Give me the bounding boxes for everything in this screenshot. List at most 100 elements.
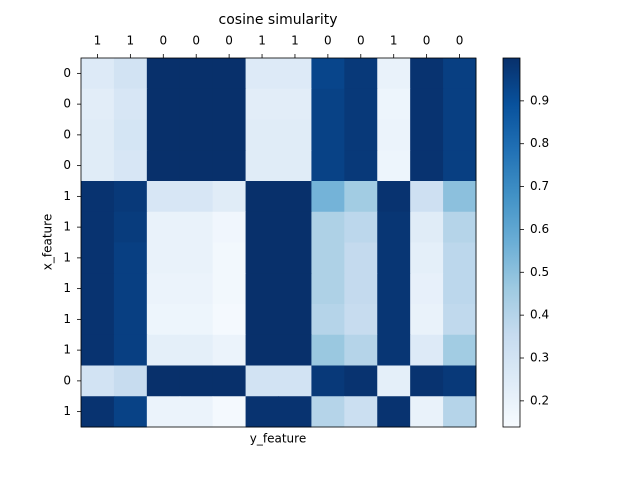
heatmap-cell [179,396,214,428]
x-tick-label: 1 [390,34,398,48]
chart-title: cosine simularity [219,12,338,28]
heatmap-cell [278,242,312,274]
heatmap-cell [146,211,181,243]
heatmap-cell [311,119,345,151]
heatmap-cell [81,242,115,274]
x-tick-label: 1 [94,34,102,48]
heatmap-cell [311,396,345,428]
heatmap-cell [311,58,345,90]
heatmap-cell [377,365,411,397]
heatmap-cell [245,365,279,397]
heatmap-cell [311,88,345,120]
heatmap-cell [212,119,247,151]
colorbar-tick-label: 0.6 [530,222,549,236]
heatmap-cell [146,365,181,397]
heatmap-cell [443,88,477,120]
heatmap-cell [377,181,411,213]
heatmap-cell [311,242,345,274]
heatmap-cell [410,273,444,305]
heatmap-cell [443,119,477,151]
heatmap-cell [81,334,115,366]
heatmap-cell [377,273,411,305]
heatmap-cell [113,273,148,305]
x-tick-label: 0 [225,34,233,48]
heatmap-cell [278,334,312,366]
heatmap-cell [113,181,148,213]
heatmap-cell [311,211,345,243]
x-tick-label: 1 [291,34,299,48]
heatmap-cell [212,365,247,397]
heatmap-cell [443,58,477,90]
y-tick-label: 1 [63,250,71,264]
heatmap-cell [443,181,477,213]
x-tick-label: 0 [324,34,332,48]
plot-frame [80,57,477,428]
heatmap-cell [146,334,181,366]
heatmap-cell [245,211,279,243]
heatmap-cell [179,211,214,243]
heatmap-cell [344,304,378,336]
x-tick-label: 0 [192,34,200,48]
heatmap-cell [278,181,312,213]
heatmap-cell [443,242,477,274]
heatmap-cell [278,211,312,243]
colorbar-tick-label: 0.8 [530,136,549,150]
heatmap-cell [377,58,411,90]
heatmap-cell [344,211,378,243]
x-tick-label: 0 [159,34,167,48]
heatmap-cell [146,58,181,90]
heatmap-cell [410,304,444,336]
heatmap-cell [81,150,115,182]
heatmap-cell [344,396,378,428]
heatmap-cell [311,304,345,336]
heatmap-cell [245,181,279,213]
heatmap-cell [113,211,148,243]
heatmap-cell [278,365,312,397]
heatmap-cell [443,150,477,182]
heatmap-cell [113,242,148,274]
y-tick-label: 1 [63,281,71,295]
heatmap-cell [344,88,378,120]
y-tick-label: 1 [63,343,71,357]
colorbar-tick-label: 0.9 [530,93,549,107]
heatmap-cell [245,88,279,120]
heatmap-cell [245,304,279,336]
heatmap-cell [245,396,279,428]
y-tick-label: 1 [63,312,71,326]
heatmap-cell [179,304,214,336]
heatmap-cell [113,150,148,182]
y-tick-label: 1 [63,220,71,234]
x-tick-label: 1 [127,34,135,48]
heatmap-cell [81,58,115,90]
heatmap-cell [410,119,444,151]
heatmap-cell [212,181,247,213]
heatmap-cell [443,365,477,397]
heatmap-cell [146,88,181,120]
heatmap-cell [278,273,312,305]
y-axis-label: x_feature [41,214,55,270]
heatmap-cell [146,181,181,213]
heatmap-cell [245,58,279,90]
heatmap-cell [278,396,312,428]
heatmap-cell [146,273,181,305]
heatmap-cell [179,88,214,120]
heatmap-cell [245,273,279,305]
heatmap-cell [443,273,477,305]
colorbar-tick-label: 0.2 [530,393,549,407]
heatmap-cell [311,365,345,397]
colorbar-tick-label: 0.4 [530,308,549,322]
colorbar [502,57,521,428]
heatmap-cell [311,273,345,305]
heatmap-cell [146,396,181,428]
heatmap-cell [113,396,148,428]
heatmap-cell [212,396,247,428]
heatmap-cell [410,211,444,243]
heatmap-cell [113,304,148,336]
x-tick-label: 1 [258,34,266,48]
heatmap-cell [146,119,181,151]
heatmap-cell [179,181,214,213]
heatmap-cell [344,365,378,397]
heatmap-cell [311,334,345,366]
heatmap-cell [212,211,247,243]
